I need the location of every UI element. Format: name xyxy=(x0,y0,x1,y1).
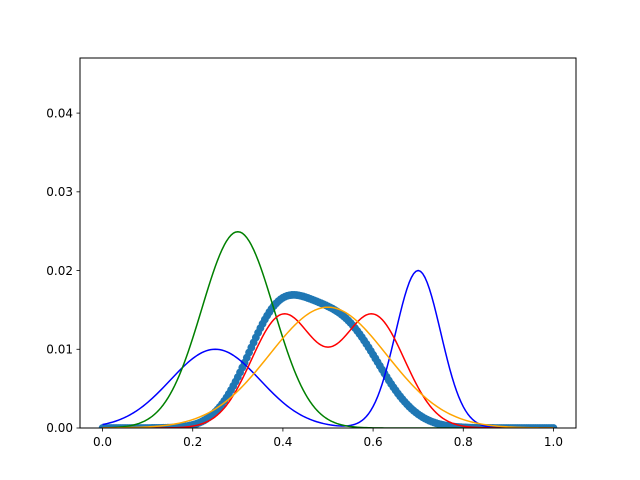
series-line-2 xyxy=(102,230,554,428)
x-tick-label: 0.8 xyxy=(454,435,473,449)
y-tick-label: 0.03 xyxy=(46,185,73,199)
x-tick-label: 1.0 xyxy=(544,435,563,449)
y-tick-label: 0.02 xyxy=(46,264,73,278)
x-tick-label: 0.4 xyxy=(273,435,292,449)
x-axis-ticks: 0.0 0.2 0.4 0.6 0.8 1.0 xyxy=(93,428,563,449)
x-tick-label: 0.2 xyxy=(183,435,202,449)
plot-frame xyxy=(79,57,577,429)
y-tick-label: 0.00 xyxy=(46,421,73,435)
scatter-point xyxy=(549,424,558,428)
y-tick-label: 0.01 xyxy=(46,342,73,356)
series-line-4 xyxy=(102,306,554,428)
y-tick-label: 0.04 xyxy=(46,106,73,120)
y-axis-ticks: 0.00 0.01 0.02 0.03 0.04 xyxy=(46,106,80,435)
x-tick-label: 0.0 xyxy=(93,435,112,449)
x-tick-label: 0.6 xyxy=(364,435,383,449)
axes-layer xyxy=(79,57,577,429)
